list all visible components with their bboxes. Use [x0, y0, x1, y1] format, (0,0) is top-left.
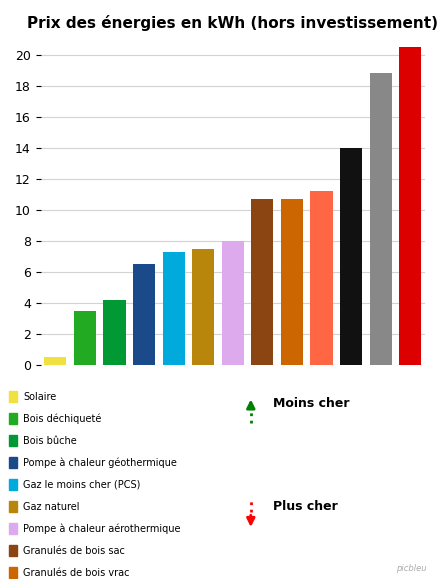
Bar [310, 191, 333, 365]
Bar [44, 357, 66, 365]
Text: Pompe à chaleur géothermique: Pompe à chaleur géothermique [23, 457, 177, 468]
Bar [192, 248, 214, 365]
Bar [74, 310, 96, 365]
Text: Granulés de bois vrac: Granulés de bois vrac [23, 567, 130, 578]
Bar [281, 199, 303, 365]
Bar [162, 252, 185, 365]
Bar [340, 148, 362, 365]
Bar [370, 74, 392, 365]
Text: picbleu: picbleu [396, 564, 427, 573]
Text: Plus cher: Plus cher [273, 500, 337, 513]
Bar [222, 241, 244, 365]
Text: Bois déchiqueté: Bois déchiqueté [23, 413, 102, 424]
Text: Granulés de bois sac: Granulés de bois sac [23, 545, 125, 556]
Text: Moins cher: Moins cher [273, 397, 349, 411]
Bar [133, 264, 155, 365]
Text: Bois bûche: Bois bûche [23, 435, 77, 446]
Title: Prix des énergies en kWh (hors investissement): Prix des énergies en kWh (hors investiss… [27, 15, 438, 31]
Text: Pompe à chaleur aérothermique: Pompe à chaleur aérothermique [23, 523, 181, 534]
Text: Gaz naturel: Gaz naturel [23, 501, 80, 512]
Bar [399, 47, 422, 365]
Bar [251, 199, 273, 365]
Text: Gaz le moins cher (PCS): Gaz le moins cher (PCS) [23, 479, 141, 490]
Bar [103, 300, 125, 365]
Text: Solaire: Solaire [23, 391, 57, 402]
